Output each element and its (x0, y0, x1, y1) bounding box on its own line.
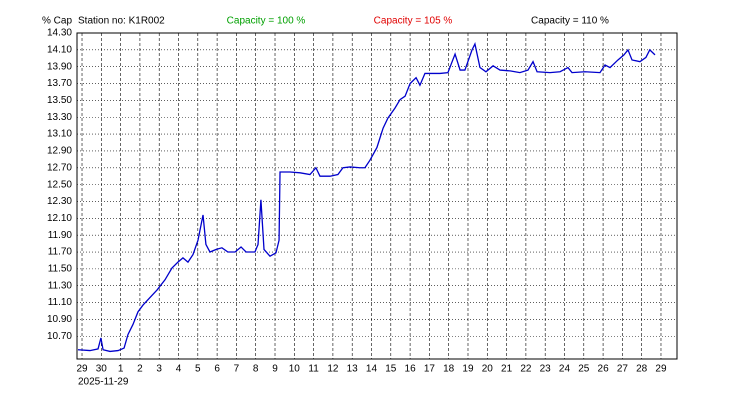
x-tick-label: 7 (234, 364, 240, 375)
x-tick-label: 13 (347, 364, 359, 375)
x-tick-label: 23 (540, 364, 552, 375)
plot-frame (76, 32, 678, 360)
x-tick-label: 18 (443, 364, 455, 375)
y-tick-label: 12.90 (47, 146, 72, 157)
x-tick-label: 2 (137, 364, 143, 375)
y-tick-label: 12.50 (47, 179, 72, 190)
y-tick-label: 11.90 (48, 230, 73, 241)
y-tick-label: 11.10 (48, 297, 73, 308)
x-tick-label: 4 (176, 364, 182, 375)
capacity-label: Capacity = 100 % (227, 16, 306, 27)
y-tick-label: 10.90 (47, 314, 72, 325)
x-tick-label: 28 (636, 364, 648, 375)
x-tick-label: 16 (405, 364, 417, 375)
y-tick-label: 10.70 (47, 331, 72, 342)
x-tick-label: 1 (118, 364, 124, 375)
y-tick-label: 13.70 (47, 78, 72, 89)
x-tick-label: 17 (424, 364, 436, 375)
y-tick-label: 13.90 (47, 61, 72, 72)
x-tick-label: 10 (289, 364, 301, 375)
y-tick-label: 12.30 (47, 196, 72, 207)
x-tick-label: 5 (195, 364, 201, 375)
data-line (77, 41, 656, 353)
y-tick-label: 14.10 (47, 44, 72, 55)
x-axis-label: 2025-11-29 (78, 377, 129, 388)
y-tick-label: 11.30 (48, 280, 73, 291)
x-tick-label: 29 (655, 364, 667, 375)
x-tick-label: 21 (501, 364, 513, 375)
x-tick-label: 19 (462, 364, 474, 375)
y-tick-label: 13.30 (47, 112, 72, 123)
x-tick-label: 14 (366, 364, 378, 375)
y-tick-label: 12.10 (47, 213, 72, 224)
x-tick-label: 15 (385, 364, 397, 375)
x-tick-label: 8 (253, 364, 259, 375)
x-tick-label: 25 (578, 364, 590, 375)
x-tick-label: 22 (520, 364, 532, 375)
x-tick-label: 24 (559, 364, 571, 375)
y-tick-label: 11.50 (48, 264, 73, 275)
x-tick-label: 27 (617, 364, 629, 375)
x-tick-label: 30 (96, 364, 108, 375)
y-axis-label: % Cap (42, 16, 72, 27)
x-tick-label: 6 (214, 364, 220, 375)
x-tick-label: 26 (598, 364, 610, 375)
x-tick-label: 12 (327, 364, 339, 375)
y-tick-label: 11.70 (48, 247, 73, 258)
chart-title: Station no: K1R002 (78, 16, 165, 27)
x-tick-label: 3 (156, 364, 162, 375)
y-tick-label: 14.30 (47, 28, 72, 39)
y-tick-label: 13.10 (47, 129, 72, 140)
capacity-label: Capacity = 110 % (531, 16, 609, 27)
y-tick-label: 12.70 (47, 162, 72, 173)
y-tick-label: 13.50 (47, 95, 72, 106)
x-tick-label: 29 (76, 364, 88, 375)
x-tick-label: 11 (308, 364, 319, 375)
capacity-label: Capacity = 105 % (374, 16, 453, 27)
x-tick-label: 9 (272, 364, 278, 375)
x-tick-label: 20 (482, 364, 494, 375)
